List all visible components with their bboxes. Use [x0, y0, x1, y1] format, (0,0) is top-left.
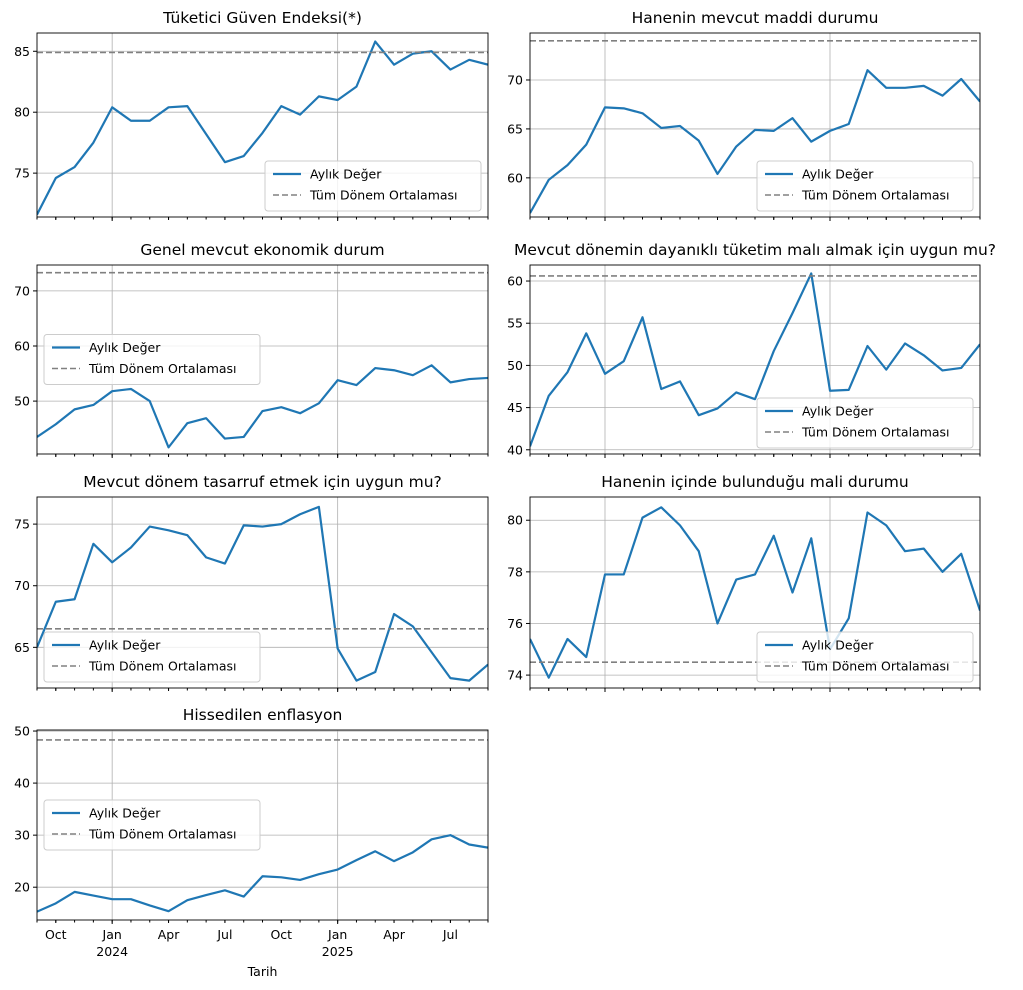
legend-label: Tüm Dönem Ortalaması [88, 659, 237, 674]
plot-area [37, 40, 488, 216]
x-tick-year: 2024 [96, 944, 128, 959]
chart-title: Mevcut dönemin dayanıklı tüketim malı al… [514, 241, 996, 259]
axes-frame [529, 496, 981, 689]
y-tick-label: 70 [14, 578, 30, 593]
series-line [37, 40, 488, 216]
x-tick-label: Oct [45, 927, 67, 942]
y-tick-label: 60 [507, 170, 523, 185]
legend-label: Tüm Dönem Ortalaması [88, 827, 237, 842]
x-tick-label: Jul [216, 927, 232, 942]
y-tick-label: 20 [14, 880, 30, 895]
y-tick-label: 60 [14, 339, 30, 354]
x-tick-year: 2025 [322, 944, 354, 959]
axes-frame [36, 32, 489, 218]
legend-label: Aylık Değer [89, 340, 161, 355]
legend-label: Aylık Değer [802, 404, 874, 419]
y-tick-label: 50 [507, 358, 523, 373]
legend-box [43, 334, 261, 385]
legend-box [756, 631, 974, 683]
plot-area [37, 739, 488, 913]
axes-frame [36, 729, 489, 921]
legend-label: Aylık Değer [89, 806, 161, 821]
y-tick-label: 78 [507, 564, 523, 579]
x-tick-label: Jul [442, 927, 458, 942]
x-tick-label: Apr [383, 927, 405, 942]
series-line [37, 505, 488, 682]
y-tick-label: 55 [507, 316, 523, 331]
axes-frame [529, 264, 981, 455]
chart-title: Mevcut dönem tasarruf etmek için uygun m… [83, 473, 442, 491]
x-tick-label: Jan [327, 927, 347, 942]
series-line [37, 834, 488, 913]
chart-title: Tüketici Güven Endeksi(*) [162, 9, 362, 27]
legend-box [756, 160, 974, 212]
chart-title: Hanenin içinde bulunduğu mali durumu [601, 473, 908, 491]
y-tick-label: 30 [14, 828, 30, 843]
series-line [37, 364, 488, 449]
y-tick-label: 45 [507, 400, 523, 415]
x-axis-label: Tarih [247, 964, 278, 979]
y-tick-label: 60 [507, 274, 523, 289]
y-tick-label: 65 [507, 121, 523, 136]
plot-area [37, 505, 488, 682]
chart-title: Hanenin mevcut maddi durumu [632, 9, 879, 27]
y-tick-label: 75 [14, 166, 30, 181]
x-tick-label: Oct [270, 927, 292, 942]
legend-label: Tüm Dönem Ortalaması [801, 188, 950, 203]
legend-box [756, 397, 974, 449]
y-tick-label: 80 [14, 105, 30, 120]
series-line [530, 69, 980, 214]
x-tick-label: Apr [158, 927, 180, 942]
y-tick-label: 85 [14, 44, 30, 59]
chart-title: Hissedilen enflasyon [183, 706, 343, 724]
series-line [530, 506, 980, 679]
legend-label: Tüm Dönem Ortalaması [88, 361, 237, 376]
legend-box [43, 631, 261, 683]
y-tick-label: 50 [14, 724, 30, 739]
plot-area [530, 40, 980, 214]
axes-frame [36, 264, 489, 455]
y-tick-label: 74 [507, 668, 523, 683]
legend-label: Aylık Değer [802, 638, 874, 653]
legend-label: Aylık Değer [310, 167, 382, 182]
axes-frame [529, 32, 981, 218]
x-tick-label: Jan [102, 927, 122, 942]
plot-area [37, 271, 488, 449]
y-tick-label: 50 [14, 394, 30, 409]
chart-title: Genel mevcut ekonomik durum [140, 241, 384, 259]
legend-box [43, 799, 261, 851]
legend-label: Aylık Değer [89, 638, 161, 653]
legend-box [264, 160, 482, 212]
series-line [530, 272, 980, 447]
y-tick-label: 80 [507, 513, 523, 528]
y-tick-label: 70 [14, 283, 30, 298]
y-tick-label: 40 [14, 776, 30, 791]
axes-frame [36, 496, 489, 689]
y-tick-label: 65 [14, 640, 30, 655]
legend-label: Aylık Değer [802, 167, 874, 182]
legend-label: Tüm Dönem Ortalaması [309, 188, 458, 203]
y-tick-label: 40 [507, 442, 523, 457]
plot-area [530, 272, 980, 447]
y-tick-label: 70 [507, 72, 523, 87]
y-tick-label: 75 [14, 517, 30, 532]
legend-label: Tüm Dönem Ortalaması [801, 659, 950, 674]
legend-label: Tüm Dönem Ortalaması [801, 425, 950, 440]
y-tick-label: 76 [507, 616, 523, 631]
